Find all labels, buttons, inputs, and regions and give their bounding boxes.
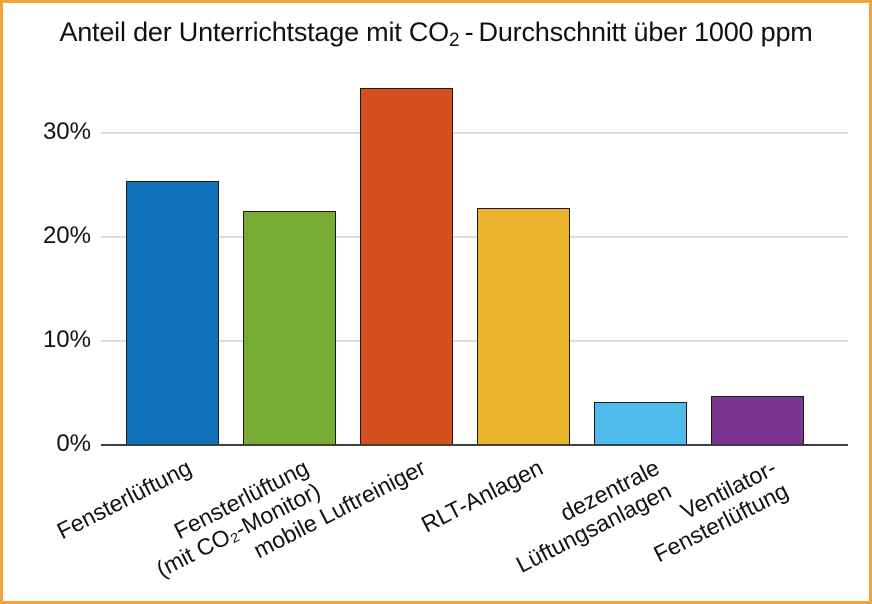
y-tick-label-10: 10% [42,326,91,353]
gridline-10 [101,340,848,342]
chart-title-post: - Durchschnitt über 1000 ppm [459,17,813,47]
bar-2 [359,88,453,445]
bar-0 [126,180,219,445]
y-tick-label-30: 30% [42,118,91,145]
gridline-20 [101,236,848,238]
gridline-30 [101,132,848,134]
bar-3 [476,207,570,445]
y-tick-label-0: 0% [56,430,91,457]
plot-area: 0% 10% 20% 30% Fensterlüftung Fensterlüftung… [43,81,848,582]
chart-title: Anteil der Unterrichtstage mit CO2 - Dur… [3,17,869,51]
bar-5 [710,396,804,445]
x-axis-line [101,443,848,446]
y-tick-label-20: 20% [42,222,91,249]
chart-title-subscript: 2 [448,30,460,51]
bar-1 [242,211,336,445]
chart-title-pre: Anteil der Unterrichtstage mit CO [59,17,449,47]
bar-4 [593,402,687,445]
